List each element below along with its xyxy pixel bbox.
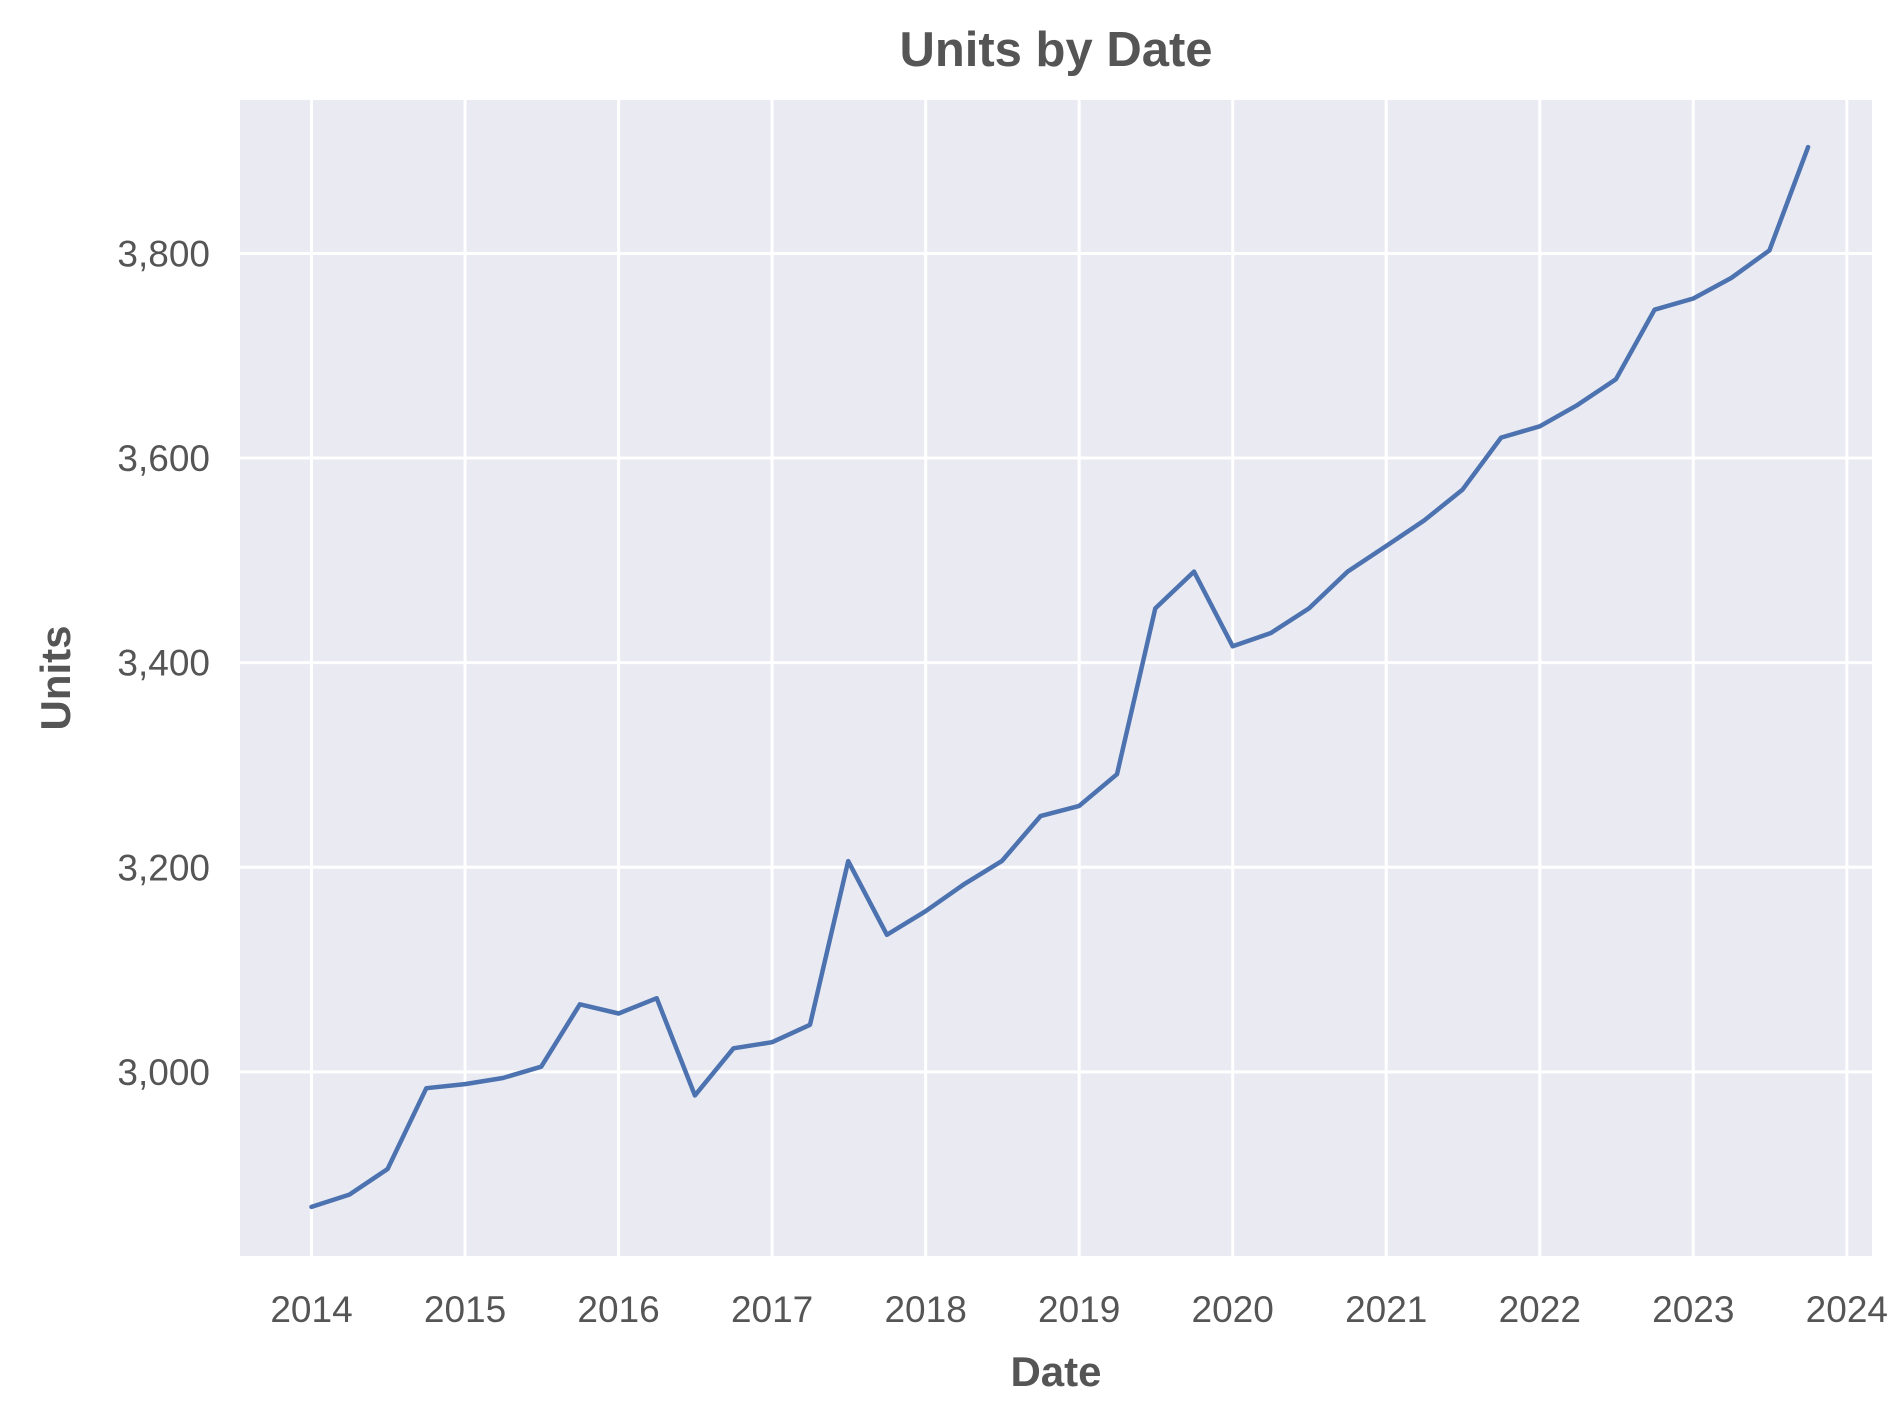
- x-tick-label: 2019: [1038, 1289, 1120, 1330]
- x-tick-label: 2018: [884, 1289, 966, 1330]
- x-tick-label: 2014: [270, 1289, 352, 1330]
- x-tick-label: 2020: [1192, 1289, 1274, 1330]
- x-tick-label: 2024: [1806, 1289, 1888, 1330]
- y-tick-label: 3,800: [117, 233, 210, 274]
- y-tick-label: 3,000: [117, 1052, 210, 1093]
- x-tick-label: 2015: [424, 1289, 506, 1330]
- x-tick-label: 2016: [577, 1289, 659, 1330]
- y-tick-label: 3,200: [117, 847, 210, 888]
- y-tick-label: 3,400: [117, 643, 210, 684]
- plot-area: [240, 100, 1872, 1256]
- chart-title: Units by Date: [899, 23, 1213, 77]
- x-tick-label: 2017: [731, 1289, 813, 1330]
- x-tick-label: 2022: [1499, 1289, 1581, 1330]
- x-tick-label: 2021: [1345, 1289, 1427, 1330]
- y-tick-label: 3,600: [117, 438, 210, 479]
- y-axis-label: Units: [32, 626, 79, 731]
- series-layer: [309, 144, 1811, 1210]
- x-axis-label: Date: [1010, 1348, 1101, 1395]
- series-line: [309, 144, 1811, 1210]
- tick-labels: 2014 2015 2016 2017 2018 2019 2020 2021 2022 2023…: [117, 233, 1888, 1330]
- x-tick-label: 2023: [1652, 1289, 1734, 1330]
- grid-lines: [240, 100, 1872, 1256]
